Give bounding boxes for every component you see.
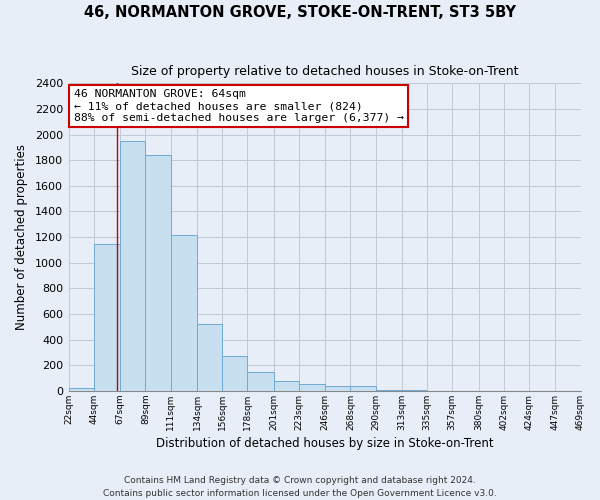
Bar	[170, 234, 197, 391]
Title: Size of property relative to detached houses in Stoke-on-Trent: Size of property relative to detached ho…	[131, 65, 518, 78]
Bar	[325, 386, 350, 391]
Text: 46 NORMANTON GROVE: 64sqm
← 11% of detached houses are smaller (824)
88% of semi: 46 NORMANTON GROVE: 64sqm ← 11% of detac…	[74, 90, 404, 122]
Bar	[120, 141, 145, 391]
Bar	[69, 388, 94, 391]
Text: Contains HM Land Registry data © Crown copyright and database right 2024.
Contai: Contains HM Land Registry data © Crown c…	[103, 476, 497, 498]
Bar	[247, 372, 274, 391]
Bar	[274, 380, 299, 391]
Bar	[402, 390, 427, 391]
Bar	[299, 384, 325, 391]
Bar	[350, 386, 376, 391]
Bar	[376, 390, 402, 391]
X-axis label: Distribution of detached houses by size in Stoke-on-Trent: Distribution of detached houses by size …	[156, 437, 493, 450]
Text: 46, NORMANTON GROVE, STOKE-ON-TRENT, ST3 5BY: 46, NORMANTON GROVE, STOKE-ON-TRENT, ST3…	[84, 5, 516, 20]
Bar	[222, 356, 247, 391]
Bar	[94, 244, 120, 391]
Y-axis label: Number of detached properties: Number of detached properties	[15, 144, 28, 330]
Bar	[197, 324, 222, 391]
Bar	[145, 155, 170, 391]
